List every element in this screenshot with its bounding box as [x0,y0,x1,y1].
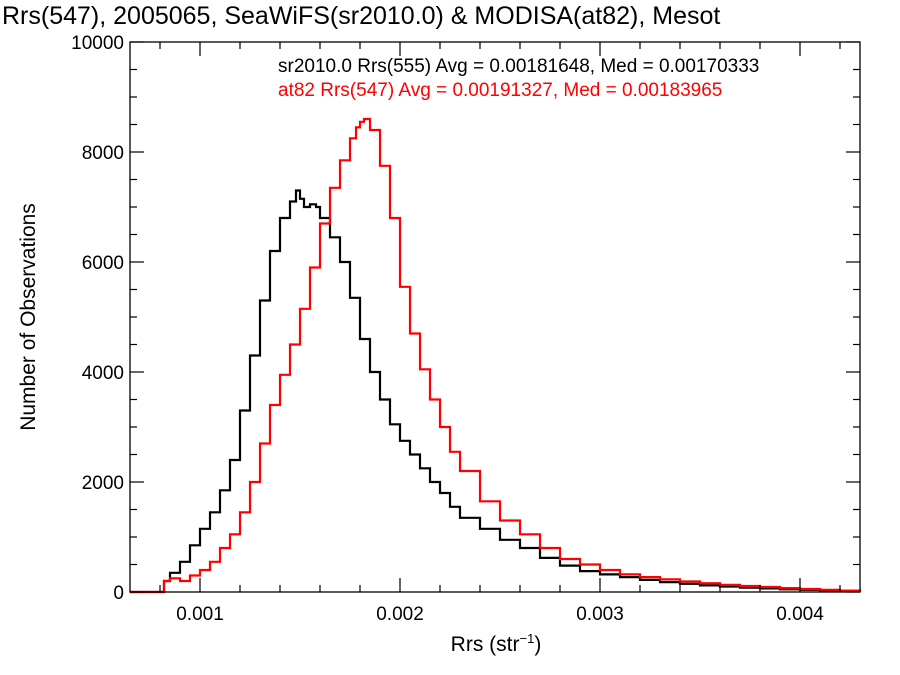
y-tick-label: 4000 [82,363,124,384]
series-line-0 [130,189,862,594]
y-tick-label: 0 [113,583,124,604]
legend-entry-at82: at82 Rrs(547) Avg = 0.00191327, Med = 0.… [278,80,722,101]
plot-area: 0.001 0.002 0.003 0.004 0 2000 4000 6000 8000 100… [71,33,862,625]
legend-entry-sr2010: sr2010.0 Rrs(555) Avg = 0.00181648, Med … [278,56,759,77]
x-tick-label: 0.004 [776,604,824,625]
x-tick-label: 0.003 [576,604,624,625]
y-axis-title: Number of Observations [17,203,40,431]
series-group [130,117,862,594]
x-tick-label: 0.002 [376,604,424,625]
y-tick-label: 6000 [82,253,124,274]
axis-ticks: 0.001 0.002 0.003 0.004 0 2000 4000 6000 8000 100… [71,33,860,625]
x-axis-title: Rrs (str−1) [451,631,542,656]
plot-frame [129,41,861,593]
y-tick-label: 8000 [82,143,124,164]
series-line-1 [130,117,862,594]
chart-title: Rrs(547), 2005065, SeaWiFS(sr2010.0) & M… [2,2,720,30]
legend: sr2010.0 Rrs(555) Avg = 0.00181648, Med … [278,56,759,101]
x-tick-label: 0.001 [176,604,224,625]
y-tick-label: 10000 [71,33,124,54]
y-tick-label: 2000 [82,473,124,494]
